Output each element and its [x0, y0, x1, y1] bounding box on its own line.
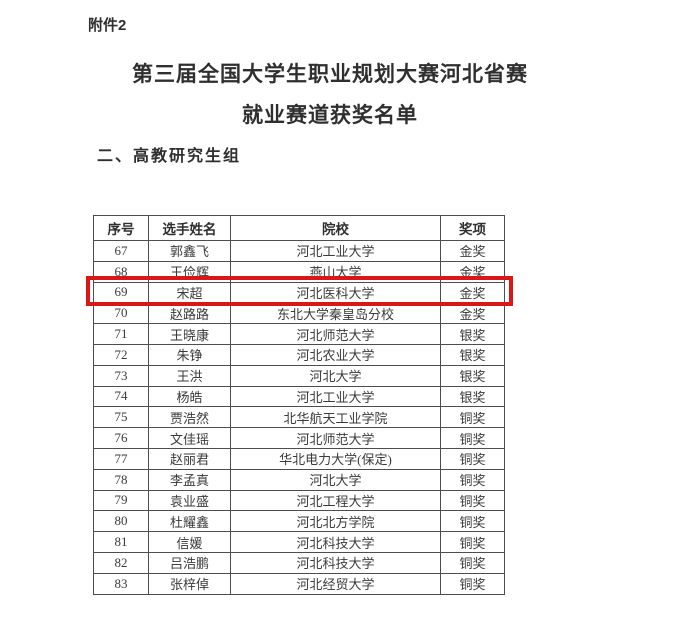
cell-no: 80 [93, 510, 149, 533]
col-header-school: 院校 [230, 215, 441, 241]
table-row: 81 信媛 河北科技大学 铜奖 [93, 531, 505, 553]
attachment-label: 附件2 [88, 17, 127, 34]
cell-award: 铜奖 [440, 468, 505, 491]
cell-name: 吕浩鹏 [148, 551, 231, 574]
cell-name: 贾浩然 [148, 406, 231, 429]
cell-name: 信媛 [148, 531, 231, 553]
cell-school: 河北师范大学 [230, 427, 441, 449]
cell-no: 72 [93, 343, 149, 366]
col-header-award: 奖项 [440, 215, 505, 241]
cell-award: 金奖 [440, 302, 505, 325]
cell-award: 铜奖 [440, 531, 505, 553]
cell-award: 铜奖 [440, 447, 505, 470]
cell-award: 铜奖 [440, 427, 505, 449]
table-row: 68 王俭辉 燕山大学 金奖 [93, 260, 505, 283]
cell-school: 河北经贸大学 [230, 572, 441, 595]
cell-school: 河北农业大学 [230, 343, 441, 366]
table-row: 72 朱铮 河北农业大学 银奖 [93, 343, 505, 366]
cell-award: 铜奖 [440, 406, 505, 429]
cell-award: 铜奖 [440, 489, 505, 512]
cell-award: 银奖 [440, 323, 505, 345]
cell-no: 83 [93, 572, 149, 595]
table-row: 82 吕浩鹏 河北科技大学 铜奖 [93, 551, 505, 574]
cell-school: 东北大学秦皇岛分校 [230, 302, 441, 325]
cell-name: 赵丽君 [148, 447, 231, 470]
table-row: 70 赵路路 东北大学秦皇岛分校 金奖 [93, 302, 505, 325]
cell-no: 77 [93, 447, 149, 470]
cell-school: 河北师范大学 [230, 323, 441, 345]
cell-award: 银奖 [440, 343, 505, 366]
cell-no: 76 [93, 427, 149, 449]
cell-no: 81 [93, 531, 149, 553]
table-body: 67 郭鑫飞 河北工业大学 金奖 68 王俭辉 燕山大学 金奖 69 宋超 河北医科大学 金奖 70 赵路… [93, 240, 505, 595]
cell-no: 71 [93, 323, 149, 345]
cell-school: 燕山大学 [230, 260, 441, 283]
cell-no: 82 [93, 551, 149, 574]
cell-award: 铜奖 [440, 510, 505, 533]
cell-no: 75 [93, 406, 149, 429]
cell-name: 袁业盛 [148, 489, 231, 512]
cell-name: 朱铮 [148, 343, 231, 366]
col-header-no: 序号 [93, 215, 149, 241]
col-header-name: 选手姓名 [148, 215, 231, 241]
document-title-line1: 第三届全国大学生职业规划大赛河北省赛 [132, 63, 528, 86]
table-row: 73 王洪 河北大学 银奖 [93, 364, 505, 387]
cell-name: 文佳瑶 [148, 427, 231, 449]
table-row: 77 赵丽君 华北电力大学(保定) 铜奖 [93, 447, 505, 470]
cell-award: 铜奖 [440, 572, 505, 595]
cell-school: 河北工程大学 [230, 489, 441, 512]
cell-name: 李孟真 [148, 468, 231, 491]
cell-award: 银奖 [440, 364, 505, 387]
table-row: 79 袁业盛 河北工程大学 铜奖 [93, 489, 505, 512]
cell-no: 69 [93, 281, 149, 304]
table-row: 83 张梓倬 河北经贸大学 铜奖 [93, 572, 505, 595]
cell-award: 金奖 [440, 260, 505, 283]
cell-name: 王晓康 [148, 323, 231, 345]
cell-name: 赵路路 [148, 302, 231, 325]
table-row: 71 王晓康 河北师范大学 银奖 [93, 323, 505, 345]
cell-name: 王俭辉 [148, 260, 231, 283]
cell-school: 河北大学 [230, 364, 441, 387]
cell-school: 华北电力大学(保定) [230, 447, 441, 470]
award-table: 序号 选手姓名 院校 奖项 67 郭鑫飞 河北工业大学 金奖 68 王俭辉 燕山大学 金奖 69… [93, 215, 505, 595]
cell-no: 79 [93, 489, 149, 512]
document-title-line2: 就业赛道获奖名单 [242, 104, 418, 127]
table-row: 74 杨皓 河北工业大学 银奖 [93, 385, 505, 408]
table-row: 80 杜耀鑫 河北北方学院 铜奖 [93, 510, 505, 533]
cell-school: 河北工业大学 [230, 240, 441, 262]
table-row: 78 李孟真 河北大学 铜奖 [93, 468, 505, 491]
cell-award: 金奖 [440, 240, 505, 262]
cell-name: 杨皓 [148, 385, 231, 408]
cell-school: 河北科技大学 [230, 531, 441, 553]
table-row: 69 宋超 河北医科大学 金奖 [93, 281, 505, 304]
cell-school: 河北科技大学 [230, 551, 441, 574]
cell-award: 金奖 [440, 281, 505, 304]
table-row: 67 郭鑫飞 河北工业大学 金奖 [93, 240, 505, 262]
cell-name: 宋超 [148, 281, 231, 304]
cell-name: 王洪 [148, 364, 231, 387]
table-row: 75 贾浩然 北华航天工业学院 铜奖 [93, 406, 505, 429]
table-row: 76 文佳瑶 河北师范大学 铜奖 [93, 427, 505, 449]
cell-school: 河北医科大学 [230, 281, 441, 304]
cell-school: 河北北方学院 [230, 510, 441, 533]
cell-no: 67 [93, 240, 149, 262]
document-title: 第三届全国大学生职业规划大赛河北省赛 就业赛道获奖名单 [60, 54, 600, 136]
cell-no: 78 [93, 468, 149, 491]
section-heading: 二、高教研究生组 [97, 148, 242, 165]
cell-name: 杜耀鑫 [148, 510, 231, 533]
cell-no: 74 [93, 385, 149, 408]
cell-no: 73 [93, 364, 149, 387]
cell-no: 68 [93, 260, 149, 283]
cell-award: 铜奖 [440, 551, 505, 574]
cell-school: 河北工业大学 [230, 385, 441, 408]
cell-award: 银奖 [440, 385, 505, 408]
cell-name: 郭鑫飞 [148, 240, 231, 262]
cell-school: 河北大学 [230, 468, 441, 491]
table-header: 序号 选手姓名 院校 奖项 [93, 215, 505, 241]
table-header-row: 序号 选手姓名 院校 奖项 [93, 215, 505, 241]
cell-name: 张梓倬 [148, 572, 231, 595]
cell-no: 70 [93, 302, 149, 325]
cell-school: 北华航天工业学院 [230, 406, 441, 429]
